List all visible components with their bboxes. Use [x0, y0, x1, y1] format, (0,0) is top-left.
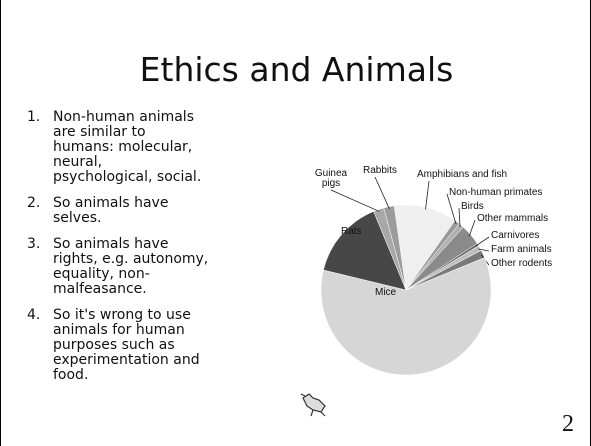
- page-number: 2: [562, 411, 574, 438]
- slice-label: Carnivores: [491, 231, 539, 241]
- leader-line: [331, 190, 379, 211]
- slice-label: Amphibians and fish: [417, 170, 507, 180]
- animal-icon: [301, 394, 325, 416]
- leader-line: [426, 181, 429, 209]
- page: Ethics and Animals Non-human animals are…: [0, 0, 591, 446]
- slice-label: Non-human primates: [449, 188, 542, 198]
- slice-label: Other mammals: [477, 214, 548, 224]
- leader-line: [375, 177, 389, 209]
- leader-line: [469, 220, 475, 236]
- slide: Ethics and Animals Non-human animals are…: [0, 0, 591, 446]
- slice-label: Rabbits: [363, 166, 397, 176]
- slice-label: Mice: [375, 288, 396, 298]
- slice-label: Birds: [461, 202, 484, 212]
- leader-line: [476, 237, 489, 246]
- slice-label: Guinea pigs: [314, 169, 348, 189]
- slice-label: Rats: [341, 227, 362, 237]
- slice-label: Other rodents: [491, 259, 552, 269]
- slice-label: Farm animals: [491, 245, 552, 255]
